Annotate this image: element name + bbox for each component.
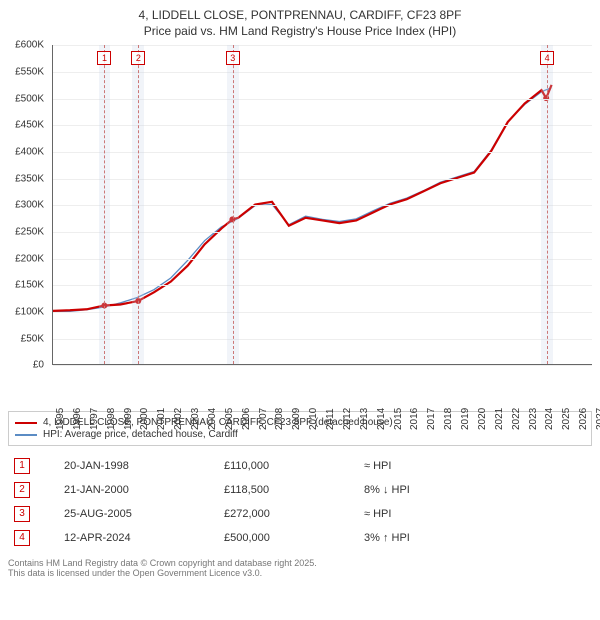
legend-item: HPI: Average price, detached house, Card… [15,429,585,440]
chart-area: £0 £50K £100K £150K £200K £250K £300K £350K £400… [8,45,592,405]
table-row: 3 25-AUG-2005£272,000≈ HPI [8,502,592,526]
x-tick-label: 2022 [511,408,522,430]
x-tick-label: 2024 [544,408,555,430]
x-tick-label: 2011 [325,409,336,431]
title-address: 4, LIDDELL CLOSE, PONTPRENNAU, CARDIFF, … [8,8,592,24]
x-tick-label: 2010 [308,408,319,430]
x-tick-label: 2005 [224,408,235,430]
x-tick-label: 2015 [393,408,404,430]
sale-vs-hpi: 3% ↑ HPI [358,526,592,550]
title-subtitle: Price paid vs. HM Land Registry's House … [8,24,592,40]
footer-attribution: Contains HM Land Registry data © Crown c… [8,558,592,578]
x-tick-label: 1999 [123,408,134,430]
sale-price: £500,000 [218,526,358,550]
x-tick-label: 2002 [173,408,184,430]
x-tick-label: 2026 [578,408,589,430]
y-tick-label: £50K [21,333,44,344]
x-tick-label: 2007 [258,408,269,430]
sale-price: £272,000 [218,502,358,526]
y-tick-label: £200K [15,253,44,264]
sale-date: 25-AUG-2005 [58,502,218,526]
table-row: 2 21-JAN-2000£118,5008% ↓ HPI [8,478,592,502]
plot-area: 1 2 3 4 [52,45,592,365]
y-tick-label: £400K [15,146,44,157]
legend-label: HPI: Average price, detached house, Card… [43,429,238,440]
sale-index-box: 4 [14,530,30,546]
sale-marker-box: 1 [97,51,111,65]
y-tick-label: £450K [15,120,44,131]
x-tick-label: 2020 [477,408,488,430]
sale-marker-box: 3 [226,51,240,65]
x-tick-label: 2000 [139,408,150,430]
x-tick-label: 2023 [528,408,539,430]
sale-dashline [233,45,234,364]
x-tick-label: 2025 [561,408,572,430]
x-tick-label: 1997 [89,408,100,430]
sale-marker-box: 2 [131,51,145,65]
sale-price: £110,000 [218,454,358,478]
legend-swatch [15,422,37,424]
x-tick-label: 2013 [359,408,370,430]
sale-date: 12-APR-2024 [58,526,218,550]
sale-dashline [138,45,139,364]
footer-line2: This data is licensed under the Open Gov… [8,568,592,578]
sale-vs-hpi: 8% ↓ HPI [358,478,592,502]
sale-dashline [547,45,548,364]
x-tick-label: 2018 [443,408,454,430]
x-tick-label: 2014 [376,408,387,430]
x-tick-label: 2027 [595,408,600,430]
table-row: 4 12-APR-2024£500,0003% ↑ HPI [8,526,592,550]
x-tick-label: 2019 [460,408,471,430]
sale-vs-hpi: ≈ HPI [358,454,592,478]
y-tick-label: £300K [15,200,44,211]
table-row: 1 20-JAN-1998£110,000≈ HPI [8,454,592,478]
y-tick-label: £550K [15,66,44,77]
x-tick-label: 2009 [291,408,302,430]
y-tick-label: £100K [15,306,44,317]
series-line [53,85,552,311]
x-tick-label: 2016 [409,408,420,430]
sale-date: 21-JAN-2000 [58,478,218,502]
sale-vs-hpi: ≈ HPI [358,502,592,526]
y-tick-label: £0 [33,360,44,371]
x-tick-label: 1995 [55,408,66,430]
x-tick-label: 2003 [190,408,201,430]
x-axis-labels: 1995199619971998199920002001200220032004… [52,365,592,405]
sale-marker-box: 4 [540,51,554,65]
y-tick-label: £150K [15,280,44,291]
x-tick-label: 2017 [426,408,437,430]
sale-dashline [104,45,105,364]
chart-title: 4, LIDDELL CLOSE, PONTPRENNAU, CARDIFF, … [8,8,592,39]
x-tick-label: 1998 [106,408,117,430]
sale-price: £118,500 [218,478,358,502]
sale-date: 20-JAN-1998 [58,454,218,478]
sale-index-box: 3 [14,506,30,522]
y-tick-label: £350K [15,173,44,184]
sale-index-box: 2 [14,482,30,498]
x-tick-label: 2021 [494,408,505,430]
sale-index-box: 1 [14,458,30,474]
sales-table: 1 20-JAN-1998£110,000≈ HPI 2 21-JAN-2000£11… [8,454,592,550]
legend-swatch [15,434,37,436]
x-tick-label: 2008 [274,408,285,430]
y-tick-label: £250K [15,226,44,237]
y-axis-labels: £0£50K£100K£150K£200K£250K£300K£350K£400… [8,45,48,365]
x-tick-label: 1996 [72,408,83,430]
x-tick-label: 2004 [207,408,218,430]
footer-line1: Contains HM Land Registry data © Crown c… [8,558,592,568]
y-tick-label: £600K [15,40,44,51]
x-tick-label: 2001 [156,408,167,430]
x-tick-label: 2012 [342,408,353,430]
x-tick-label: 2006 [241,408,252,430]
series-line [53,88,552,312]
y-tick-label: £500K [15,93,44,104]
